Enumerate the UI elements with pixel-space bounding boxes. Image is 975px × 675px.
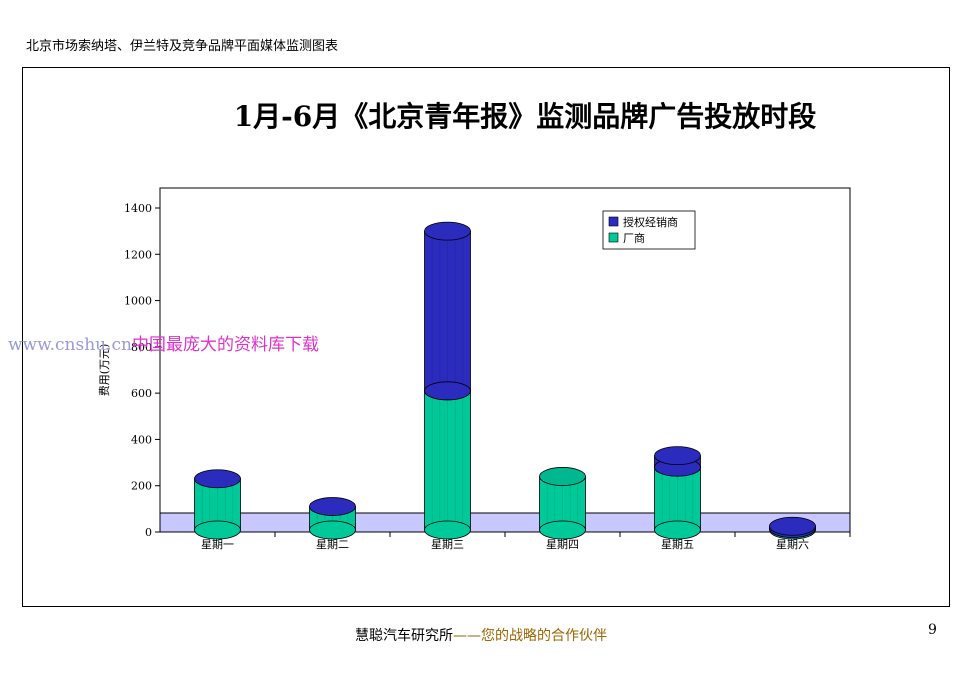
y-tick-label: 1400 (124, 202, 152, 215)
bar-factory-bottom (309, 520, 356, 540)
page-header: 北京市场索纳塔、伊兰特及竞争品牌平面媒体监测图表 (26, 39, 339, 54)
y-tick-label: 400 (131, 433, 152, 446)
bar-factory-top (309, 497, 356, 516)
chart-floor (159, 512, 851, 533)
bar-factory-bottom (654, 520, 701, 540)
chart-title: 1月-6月《北京青年报》监测品牌广告投放时段 (233, 100, 817, 133)
watermark-url[interactable]: www.cnshu.cn (8, 335, 133, 355)
bar-factory-bottom (194, 520, 241, 540)
legend-swatch (608, 232, 619, 243)
watermark-text: 中国最庞大的资料库下载 (132, 335, 320, 355)
watermark: www.cnshu.cn中国最庞大的资料库下载 (8, 330, 319, 355)
footer-dash: —— (453, 628, 481, 644)
bar-factory-bottom (539, 520, 586, 540)
page-number: 9 (928, 622, 937, 638)
x-tick-label: 星期三 (431, 538, 464, 551)
bar-dealer-top (654, 446, 701, 466)
chart-frame (22, 67, 950, 607)
plot-area (159, 187, 851, 533)
x-tick-label: 星期五 (661, 538, 694, 551)
legend (602, 210, 696, 250)
footer-slogan: 您的战略的合作伙伴 (481, 628, 607, 644)
x-tick-label: 星期四 (546, 538, 579, 551)
y-tick-label: 1000 (124, 295, 152, 308)
x-tick-label: 星期六 (776, 538, 809, 551)
x-tick-label: 星期二 (316, 538, 349, 551)
y-tick-label: 200 (131, 480, 152, 493)
bar-factory-top (539, 467, 586, 486)
y-tick-label: 600 (131, 387, 152, 400)
bar-dealer-top (424, 221, 471, 241)
bar-factory-bottom (424, 520, 471, 540)
bar-dealer-bottom (424, 381, 471, 401)
legend-label: 授权经销商 (623, 215, 678, 229)
y-tick-label: 0 (145, 526, 152, 539)
footer: 慧聪汽车研究所——您的战略的合作伙伴 (355, 625, 607, 645)
bar-dealer-top (769, 516, 816, 536)
y-tick-label: 800 (131, 341, 152, 354)
x-tick-label: 星期一 (201, 538, 234, 551)
bar-factory-top (194, 469, 241, 489)
footer-org: 慧聪汽车研究所 (355, 628, 453, 644)
y-axis-label: 费用(万元) (98, 344, 111, 397)
legend-label: 厂商 (623, 231, 645, 245)
y-tick-label: 1200 (124, 248, 152, 261)
legend-swatch (608, 216, 619, 227)
